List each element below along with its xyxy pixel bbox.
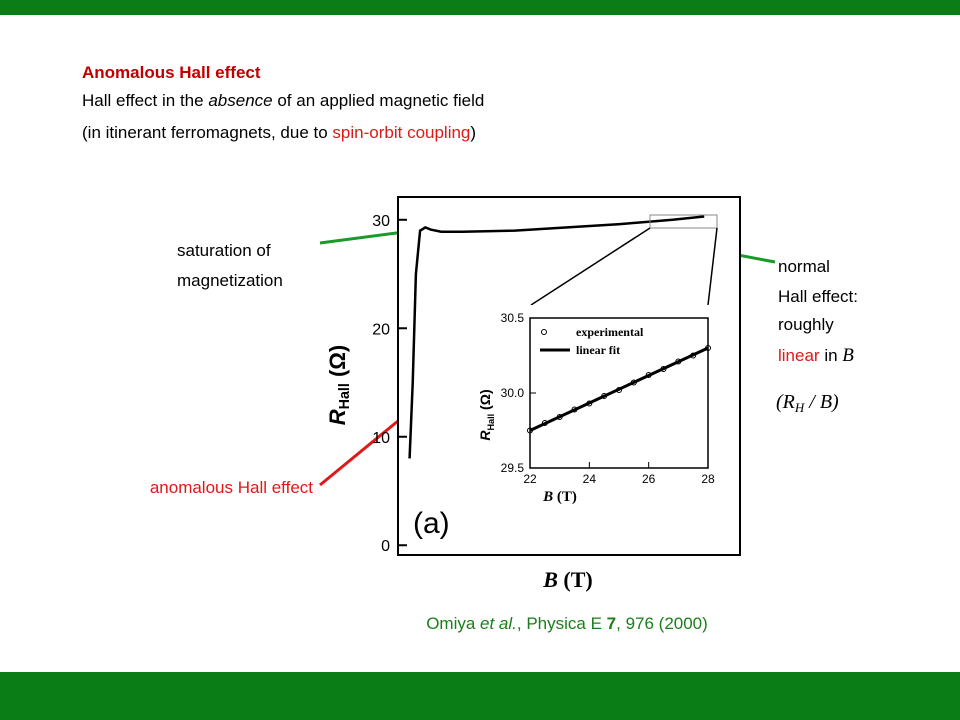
- fit-line: [529, 346, 709, 432]
- leader-line: [530, 227, 651, 306]
- legend-label: experimental: [576, 325, 644, 339]
- x-tick-label: 22: [523, 472, 537, 486]
- y-tick-label: 30: [372, 213, 390, 230]
- x-axis-label: B (T): [542, 489, 577, 505]
- x-tick-label: 28: [701, 472, 715, 486]
- annotation: magnetization: [177, 271, 283, 290]
- legend-label: linear fit: [576, 343, 620, 357]
- y-tick-label: 0: [381, 538, 390, 555]
- x-axis-label: B (T): [542, 567, 593, 592]
- zoom-box: [649, 214, 718, 229]
- annotation: linear in B: [778, 345, 854, 366]
- citation: Omiya et al., Physica E 7, 976 (2000): [426, 614, 708, 633]
- y-axis-label: RHall (Ω): [477, 389, 496, 440]
- data-line: [408, 215, 705, 459]
- charts: 0 10 20 30 (a) B (T) RHall (Ω) 29.5 30.0 30.5 22 24…: [325, 196, 741, 592]
- x-tick-label: 24: [583, 472, 597, 486]
- x-tick-label: 26: [642, 472, 656, 486]
- legend-swatch: [541, 329, 547, 335]
- annotation: (RH / B): [776, 391, 839, 415]
- bottom-bar: [0, 672, 960, 720]
- y-tick-label: 30.0: [501, 386, 525, 400]
- chart: 29.5 30.0 30.5 22 24 26 28 experimental linear f…: [477, 305, 718, 510]
- y-tick-label: 30.5: [501, 311, 525, 325]
- top-bar: [0, 0, 960, 15]
- subtitle: (in itinerant ferromagnets, due to spin-…: [82, 123, 476, 142]
- annotation: Hall effect:: [778, 287, 858, 306]
- annotation: saturation of: [177, 241, 271, 260]
- annotation: roughly: [778, 315, 834, 334]
- title: Anomalous Hall effect: [82, 63, 261, 82]
- panel-label: (a): [413, 507, 450, 540]
- arrow: [319, 416, 404, 487]
- y-tick-label: 10: [372, 430, 390, 447]
- annotation: anomalous Hall effect: [150, 478, 313, 497]
- y-tick-label: 29.5: [501, 461, 525, 475]
- leader-line: [707, 227, 718, 306]
- y-axis-label: RHall (Ω): [325, 345, 353, 426]
- arrow: [319, 232, 404, 245]
- y-tick-label: 20: [372, 321, 390, 338]
- annotation: normal: [778, 257, 830, 276]
- subtitle: Hall effect in the absence of an applied…: [82, 91, 484, 110]
